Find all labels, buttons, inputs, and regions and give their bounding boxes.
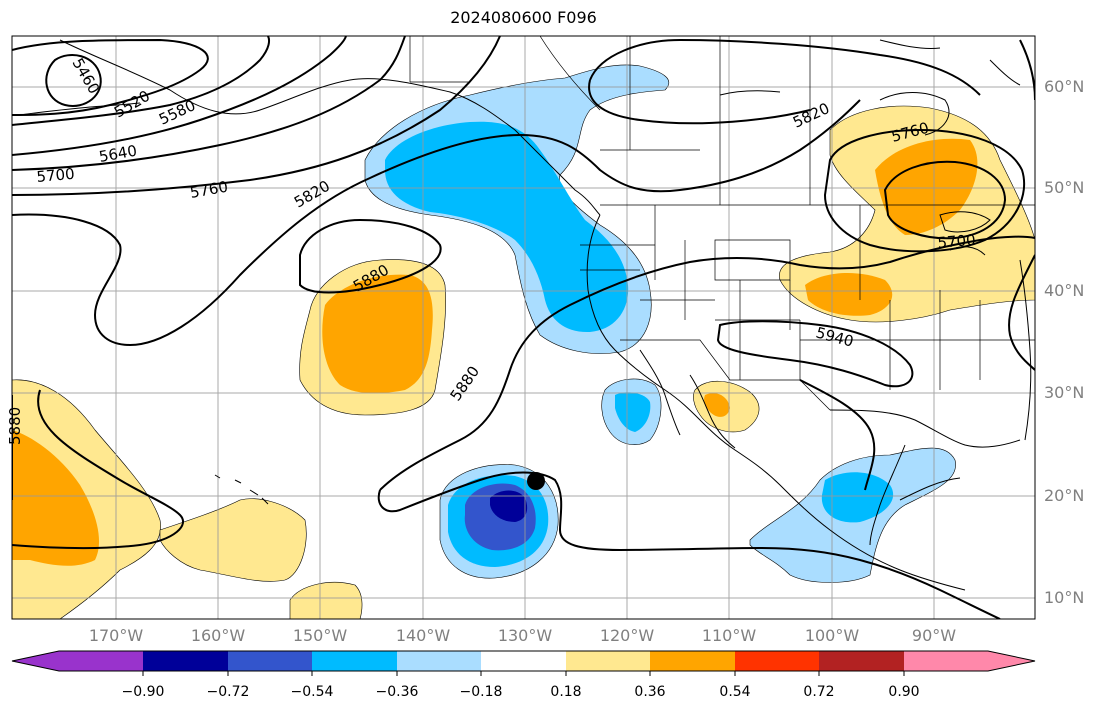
pos-anomaly-subtropical-core	[322, 274, 433, 394]
lon-label: 170°W	[88, 626, 144, 645]
lat-label: 60°N	[1044, 77, 1085, 96]
lon-label: 140°W	[395, 626, 451, 645]
pos-anomaly-gulf-california-core	[704, 393, 730, 417]
colorbar-tick-label: −0.36	[375, 684, 419, 700]
lat-label: 20°N	[1044, 486, 1085, 505]
colorbar-tick-label: 0.72	[803, 684, 835, 700]
height-contours	[12, 36, 1035, 619]
contour-label: 5700	[937, 231, 977, 252]
neg-anomaly-baja-core	[615, 392, 651, 432]
contour-label: 5700	[36, 165, 76, 186]
colorbar-tick-label: 0.36	[634, 684, 666, 700]
lat-label: 50°N	[1044, 178, 1085, 197]
colorbar-segment	[228, 651, 313, 671]
colorbar-min-arrow	[12, 651, 59, 671]
colorbar-tick-label: 0.18	[550, 684, 582, 700]
colorbar-segment	[481, 651, 567, 671]
colorbar-tick-label: −0.90	[121, 684, 165, 700]
colorbar-segment	[397, 651, 482, 671]
map-frame	[11, 35, 1036, 620]
pos-anomaly-hawaii-band	[159, 498, 307, 582]
colorbar-tick-label: −0.54	[290, 684, 334, 700]
lon-label: 120°W	[599, 626, 655, 645]
colorbar-segment	[819, 651, 905, 671]
colorbar-segment	[59, 651, 144, 671]
pos-anomaly-west-pacific-core	[12, 430, 100, 566]
lon-label: 90°W	[911, 626, 957, 645]
lon-label: 150°W	[292, 626, 348, 645]
coastlines	[19, 39, 1032, 591]
colorbar-segment	[735, 651, 820, 671]
colorbar-max-arrow	[988, 651, 1035, 671]
colorbar-segment	[904, 651, 988, 671]
colorbar-segment	[650, 651, 736, 671]
colorbar-segment	[312, 651, 398, 671]
neg-anomaly-cyclone-max	[490, 490, 528, 522]
colorbar-tick-label: −0.18	[459, 684, 503, 700]
lon-label: 100°W	[804, 626, 860, 645]
lon-label: 130°W	[497, 626, 553, 645]
political-borders	[409, 36, 1035, 411]
colorbar-segment	[566, 651, 651, 671]
lon-label: 160°W	[190, 626, 246, 645]
map-title: 2024080600 F096	[450, 8, 597, 27]
colorbar-tick-label: 0.90	[888, 684, 920, 700]
neg-anomaly-gulf-mexico-core	[821, 472, 894, 523]
storm-center-dot[interactable]	[527, 472, 545, 490]
neg-anomaly-core-nepac	[385, 121, 629, 333]
colorbar-tick-label: −0.72	[206, 684, 250, 700]
pos-anomaly-south-blob	[289, 582, 363, 619]
lon-label: 110°W	[701, 626, 757, 645]
colorbar	[11, 650, 1036, 676]
colorbar-segment	[143, 651, 229, 671]
colorbar-outline	[11, 650, 1036, 672]
pos-anomaly-plains-core	[805, 273, 893, 316]
lat-label: 30°N	[1044, 383, 1085, 402]
lat-label: 10°N	[1044, 588, 1085, 607]
lat-label: 40°N	[1044, 281, 1085, 300]
contour-label: 5880	[6, 407, 24, 445]
colorbar-tick-label: 0.54	[719, 684, 751, 700]
